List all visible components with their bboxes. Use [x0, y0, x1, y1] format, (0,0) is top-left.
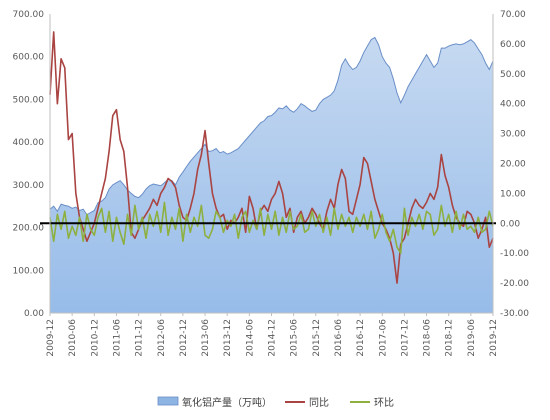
right-tick-label: -30.00	[500, 309, 529, 319]
x-tick-label: 2013-12	[223, 319, 233, 357]
left-tick-label: 500.00	[13, 95, 45, 105]
x-tick-label: 2012-12	[179, 319, 189, 357]
left-tick-label: 200.00	[13, 224, 45, 234]
right-tick-label: -20.00	[500, 279, 529, 289]
line-series-0	[49, 31, 494, 284]
legend-label: 环比	[374, 397, 394, 409]
right-tick-label: 20.00	[500, 160, 526, 170]
right-tick-label: 60.00	[500, 40, 526, 50]
x-tick-label: 2015-06	[290, 319, 300, 357]
right-tick-label: 70.00	[500, 10, 526, 20]
legend-swatch-area	[157, 396, 179, 406]
left-tick-label: 0.00	[24, 309, 44, 319]
x-tick-label: 2010-12	[90, 319, 100, 357]
x-tick-label: 2019-12	[489, 319, 499, 357]
right-tick-label: 10.00	[500, 189, 526, 199]
x-tick-label: 2016-12	[356, 319, 366, 357]
line-series-1	[49, 201, 494, 254]
x-tick-label: 2017-06	[378, 319, 388, 357]
x-tick-label: 2009-12	[46, 319, 56, 357]
axes-layer: 0.00 100.00 200.00 300.00 400.00 500.00 600.00…	[13, 10, 530, 357]
legend-label: 同比	[309, 397, 329, 409]
left-tick-label: 400.00	[13, 138, 45, 148]
x-tick-label: 2017-12	[400, 319, 410, 357]
x-tick-label: 2014-12	[268, 319, 278, 357]
right-tick-label: 0.00	[500, 219, 520, 229]
x-tick-label: 2018-06	[423, 319, 433, 357]
right-tick-label: 30.00	[500, 130, 526, 140]
x-tick-label: 2013-06	[201, 319, 211, 357]
left-tick-label: 100.00	[13, 266, 45, 276]
x-tick-label: 2010-06	[68, 319, 78, 357]
x-tick-label: 2011-12	[135, 319, 145, 357]
area-series-fill	[50, 37, 493, 314]
x-tick-label: 2016-06	[334, 319, 344, 357]
x-tick-label: 2019-06	[467, 319, 477, 357]
legend: 氧化铝产量（万吨） 同比 环比	[157, 396, 394, 409]
right-tick-label: 40.00	[500, 100, 526, 110]
area-series-outline	[49, 36, 494, 216]
x-tick-label: 2014-06	[245, 319, 255, 357]
left-tick-label: 300.00	[13, 181, 45, 191]
x-tick-label: 2011-06	[112, 319, 122, 357]
x-tick-label: 2018-12	[445, 319, 455, 357]
left-tick-label: 600.00	[13, 53, 45, 63]
legend-label: 氧化铝产量（万吨）	[182, 396, 272, 409]
line-series-layer	[40, 31, 496, 284]
area-series-layer	[49, 36, 494, 314]
right-tick-label: -10.00	[500, 249, 529, 259]
left-tick-label: 700.00	[13, 10, 45, 20]
x-tick-label: 2012-06	[157, 319, 167, 357]
right-tick-label: 50.00	[500, 70, 526, 80]
x-tick-label: 2015-12	[312, 319, 322, 357]
